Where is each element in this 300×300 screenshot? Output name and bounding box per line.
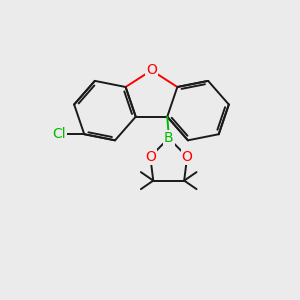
Text: O: O [182,150,193,164]
Text: B: B [164,131,173,145]
Text: O: O [145,150,156,164]
Text: Cl: Cl [52,127,66,141]
Text: O: O [146,63,157,77]
